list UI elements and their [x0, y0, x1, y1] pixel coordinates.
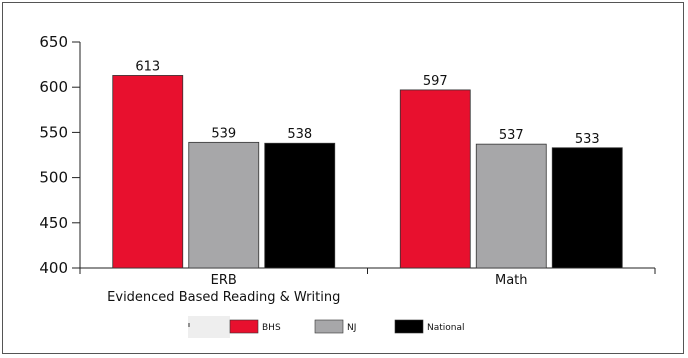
data-label: 613 — [135, 59, 160, 74]
legend-label-nj: NJ — [347, 323, 356, 333]
data-label: 538 — [287, 127, 312, 142]
y-tick-label: 650 — [39, 33, 68, 51]
legend-background — [188, 316, 230, 338]
data-label: 539 — [211, 126, 236, 141]
legend-swatch-bhs — [229, 319, 259, 334]
bar-nj — [188, 141, 260, 269]
legend-label-national: National — [427, 323, 465, 333]
chart-labels: 613 539 538 ERB Evidenced Based Reading & Wr… — [107, 59, 600, 305]
data-label: 597 — [423, 74, 448, 89]
legend-swatch-nj — [314, 319, 344, 334]
category-label: Math — [495, 273, 528, 288]
legend-label-bhs: BHS — [262, 323, 281, 333]
category-label: ERB — [211, 273, 237, 288]
chart-legend: BHS NJ National — [188, 316, 465, 338]
data-label: 533 — [575, 132, 600, 147]
y-tick-label: 400 — [39, 259, 68, 277]
bar-nj — [475, 143, 547, 269]
category-label: Evidenced Based Reading & Writing — [107, 290, 340, 305]
y-tick-label: 500 — [39, 169, 68, 187]
chart-bars — [112, 75, 623, 269]
y-tick-label: 450 — [39, 214, 68, 232]
bar-national — [551, 147, 623, 269]
y-tick-label: 600 — [39, 78, 68, 96]
bar-bhs — [112, 75, 184, 269]
bar-national — [264, 142, 336, 269]
data-label: 537 — [499, 128, 524, 143]
y-tick-label: 550 — [39, 123, 68, 141]
legend-swatch-national — [394, 319, 424, 334]
bar-bhs — [399, 89, 471, 269]
